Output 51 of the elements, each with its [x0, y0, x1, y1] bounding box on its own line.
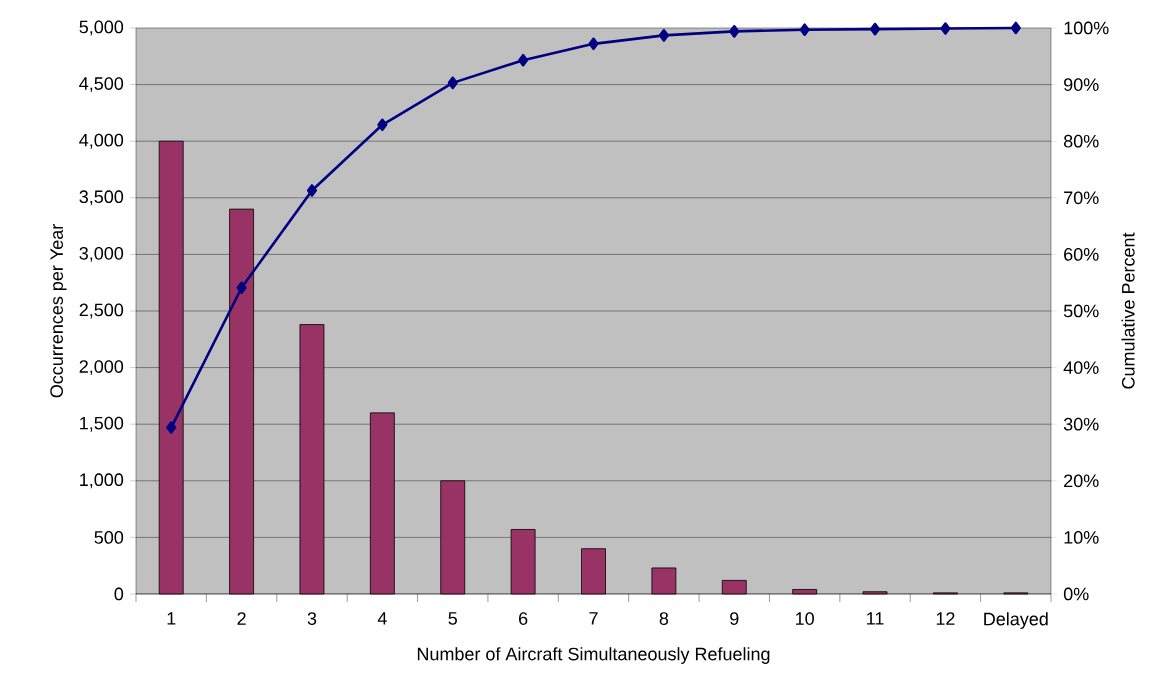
y-tick-label: 4,500 — [79, 77, 124, 93]
x-tick-label: 7 — [589, 612, 598, 625]
y2-tick-label: 100% — [1064, 21, 1109, 35]
x-tick-label: 8 — [659, 612, 669, 625]
x-tick-label: 5 — [448, 612, 457, 625]
point — [236, 281, 247, 295]
x-tick-label: 4 — [377, 612, 387, 625]
y-tick-label: 0 — [114, 587, 124, 601]
y2-tick-label: 50% — [1063, 304, 1099, 318]
point — [658, 29, 669, 42]
x-tick-label: 9 — [730, 612, 739, 625]
y2-axis-title: Cumulative Percent — [1121, 232, 1135, 389]
point — [940, 22, 951, 35]
point — [799, 23, 810, 36]
y-tick-label: 1,500 — [80, 416, 124, 432]
y2-tick-label: 20% — [1064, 474, 1099, 488]
x-tick-label: 1 — [167, 612, 176, 625]
y-tick-label: 1,000 — [80, 473, 124, 489]
point — [447, 76, 458, 90]
point — [869, 22, 881, 36]
y-tick-label: 500 — [94, 531, 124, 544]
x-tick-label: 12 — [936, 612, 955, 625]
y-tick-label: 3,500 — [79, 190, 124, 206]
y2-tick-label: 30% — [1063, 417, 1099, 431]
y2-tick-label: 60% — [1064, 248, 1099, 261]
y2-tick-label: 70% — [1064, 191, 1099, 205]
point — [377, 118, 388, 132]
x-tick-label: 11 — [867, 612, 884, 625]
y-tick-label: 2,000 — [79, 360, 124, 376]
y-axis-title: Occurrences per Year — [50, 224, 67, 398]
y-tick-label: 2,500 — [79, 303, 124, 319]
point — [1010, 21, 1021, 35]
point — [729, 25, 740, 38]
x-tick-label: 3 — [307, 612, 317, 625]
x-axis-title: Number of Aircraft Simultaneously Refueling — [417, 647, 770, 664]
x-tick-label: 10 — [796, 612, 814, 625]
point — [588, 37, 599, 51]
x-tick-label: 6 — [519, 612, 528, 625]
y2-tick-label: 90% — [1064, 78, 1099, 91]
y2-tick-label: 40% — [1063, 361, 1099, 374]
point — [518, 53, 529, 67]
point — [166, 421, 177, 434]
x-tick-label: Delayed — [984, 612, 1048, 629]
y2-tick-label: 80% — [1063, 134, 1099, 148]
y-tick-label: 4,000 — [79, 133, 124, 149]
y2-tick-label: 0% — [1063, 587, 1089, 601]
point — [306, 184, 318, 197]
x-tick-label: 2 — [237, 612, 246, 625]
y-tick-label: 3,000 — [79, 246, 124, 262]
y-tick-label: 5,000 — [79, 20, 124, 36]
y2-tick-label: 10% — [1064, 531, 1099, 544]
